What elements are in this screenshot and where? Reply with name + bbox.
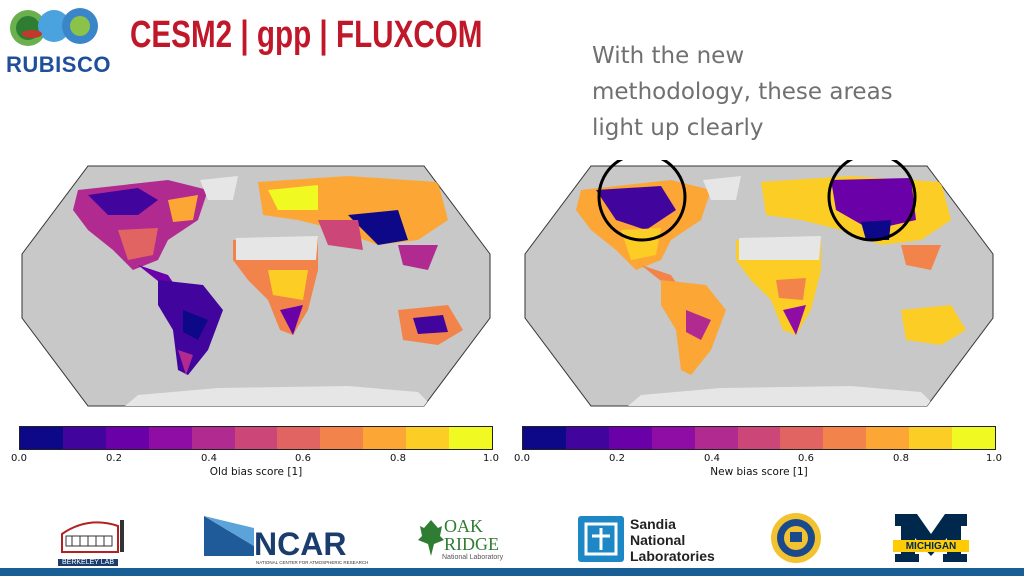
colorbar-segment bbox=[449, 427, 492, 449]
sandia-line-1: Sandia bbox=[630, 516, 676, 532]
annotation-text: With the new methodology, these areas li… bbox=[592, 38, 922, 146]
colorbar-segment bbox=[523, 427, 566, 449]
ncar-text: NCAR bbox=[254, 526, 347, 562]
logo-text: RUBISCO bbox=[6, 52, 111, 77]
sandia-line-3: Laboratories bbox=[630, 548, 715, 564]
colorbar-segment bbox=[363, 427, 407, 449]
slide-title: CESM2 | gpp | FLUXCOM bbox=[130, 14, 483, 56]
colorbar-tick: 1.0 bbox=[483, 453, 499, 464]
colorbar-segment bbox=[277, 427, 321, 449]
colorbar-tick: 0.2 bbox=[106, 453, 122, 464]
sandia-thunderbird-icon bbox=[578, 516, 624, 562]
annotation-line: With the new bbox=[592, 43, 745, 69]
colorbar-segment bbox=[737, 427, 781, 449]
colorbar-segment bbox=[608, 427, 652, 449]
colorbar-tick: 0.4 bbox=[704, 453, 720, 464]
annotation-line: light up clearly bbox=[592, 115, 764, 141]
highlight-circle-asia bbox=[827, 160, 917, 242]
colorbar-segment bbox=[823, 427, 867, 449]
colorbar-segment bbox=[651, 427, 695, 449]
colorbar-segment bbox=[780, 427, 824, 449]
colorbar-tick: 0.2 bbox=[609, 453, 625, 464]
ornl-logo: OAK RIDGE National Laboratory bbox=[418, 512, 508, 568]
new-bias-colorbar: 0.0 0.2 0.4 0.6 0.8 1.0 New bias score [… bbox=[514, 426, 1002, 482]
colorbar-segment bbox=[191, 427, 235, 449]
colorbar-segment bbox=[148, 427, 192, 449]
colorbar-tick: 0.0 bbox=[11, 453, 27, 464]
new-bias-map bbox=[524, 160, 994, 407]
old-bias-map bbox=[21, 165, 491, 407]
colorbar-segment bbox=[406, 427, 450, 449]
colorbar-tick: 0.8 bbox=[893, 453, 909, 464]
colorbar-segment bbox=[694, 427, 738, 449]
colorbar-label: Old bias score [1] bbox=[209, 466, 303, 478]
ornl-oak: OAK bbox=[444, 516, 483, 536]
colorbar-segment bbox=[105, 427, 149, 449]
colorbar-segment bbox=[952, 427, 995, 449]
ornl-national-lab: National Laboratory bbox=[442, 554, 504, 561]
colorbar-tick: 0.4 bbox=[201, 453, 217, 464]
colorbar-tick: 0.6 bbox=[295, 453, 311, 464]
sandia-line-2: National bbox=[630, 532, 686, 548]
colorbar-gradient bbox=[522, 426, 996, 450]
ncar-logo: NCAR NATIONAL CENTER FOR ATMOSPHERIC RES… bbox=[204, 512, 368, 568]
colorbar-segment bbox=[866, 427, 910, 449]
ornl-ridge: RIDGE bbox=[444, 534, 499, 554]
colorbar-segment bbox=[234, 427, 278, 449]
old-bias-colorbar: 0.0 0.2 0.4 0.6 0.8 1.0 Old bias score [… bbox=[11, 426, 499, 482]
uc-seal-logo bbox=[770, 512, 824, 568]
colorbar-tick: 1.0 bbox=[986, 453, 1002, 464]
rubisco-logo: RUBISCO bbox=[2, 4, 120, 77]
berkeley-lab-logo: BERKELEY LAB bbox=[58, 512, 130, 568]
annotation-line: methodology, these areas bbox=[592, 79, 893, 105]
michigan-text: MICHIGAN bbox=[905, 541, 957, 552]
michigan-logo: MICHIGAN bbox=[893, 512, 969, 568]
colorbar-segment bbox=[565, 427, 609, 449]
sandia-logo: Sandia National Laboratories bbox=[578, 512, 715, 568]
colorbar-segment bbox=[62, 427, 106, 449]
colorbar-segment bbox=[320, 427, 364, 449]
ncar-subtitle: NATIONAL CENTER FOR ATMOSPHERIC RESEARCH bbox=[256, 560, 369, 565]
colorbar-label: New bias score [1] bbox=[710, 466, 808, 478]
highlight-circle-north-america bbox=[597, 160, 687, 242]
colorbar-tick: 0.0 bbox=[514, 453, 530, 464]
colorbar-gradient bbox=[19, 426, 493, 450]
colorbar-tick: 0.6 bbox=[798, 453, 814, 464]
colorbar-segment bbox=[909, 427, 953, 449]
footer-bar bbox=[0, 568, 1024, 576]
berkeley-lab-text: BERKELEY LAB bbox=[58, 559, 118, 566]
colorbar-tick: 0.8 bbox=[390, 453, 406, 464]
colorbar-segment bbox=[20, 427, 63, 449]
